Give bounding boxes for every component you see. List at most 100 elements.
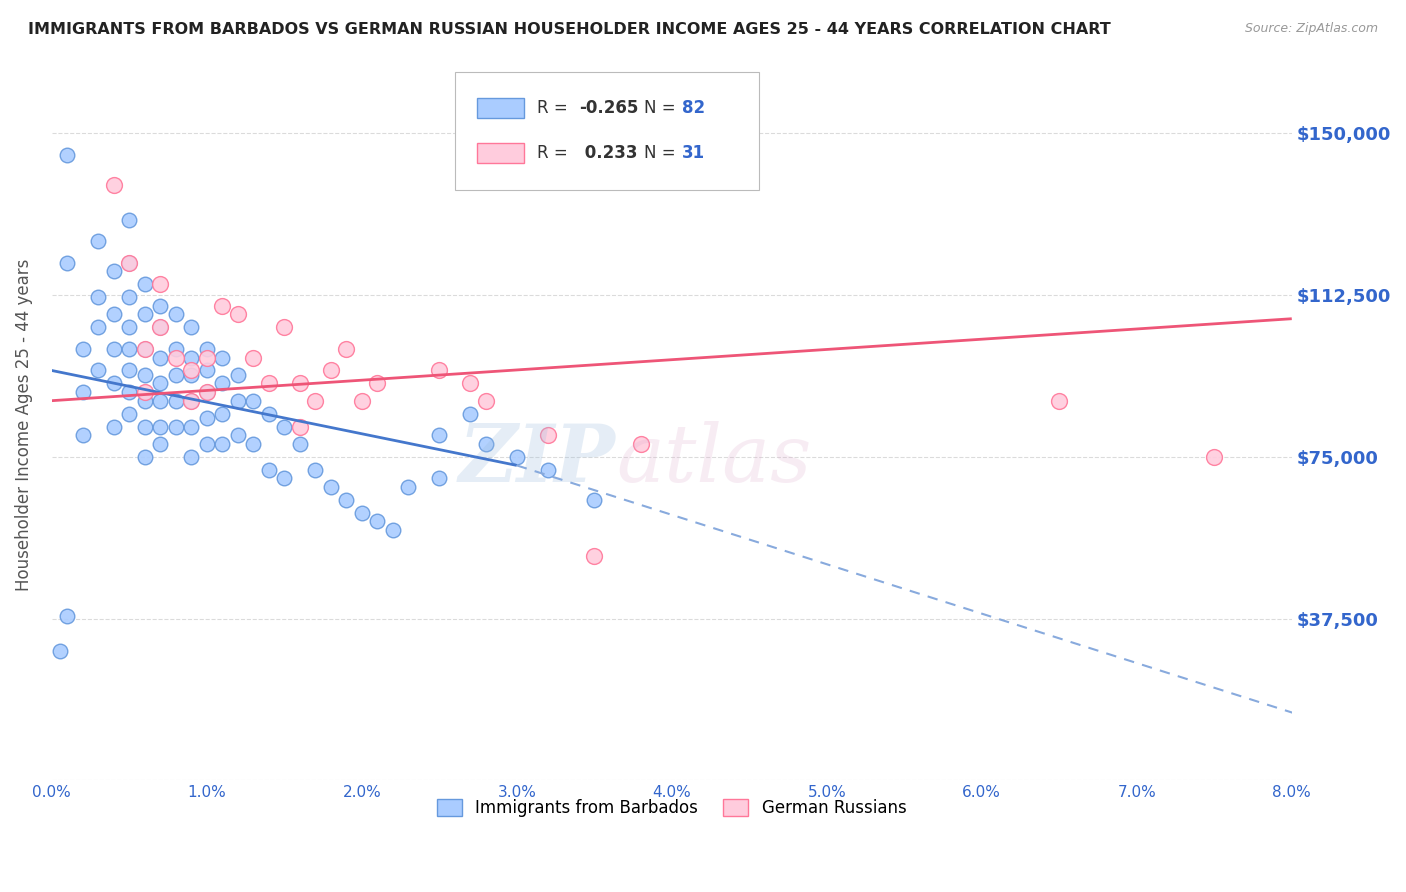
Point — [103, 178, 125, 192]
Point — [134, 393, 156, 408]
Point — [195, 385, 218, 400]
Point — [288, 437, 311, 451]
Point — [87, 234, 110, 248]
Point — [72, 385, 94, 400]
Point — [134, 277, 156, 292]
Point — [134, 450, 156, 464]
Point — [118, 255, 141, 269]
Point — [56, 609, 79, 624]
Point — [211, 299, 233, 313]
Point — [335, 492, 357, 507]
Point — [149, 277, 172, 292]
Text: R =: R = — [537, 145, 572, 162]
Point — [118, 212, 141, 227]
Point — [165, 342, 187, 356]
Point — [273, 320, 295, 334]
Legend: Immigrants from Barbados, German Russians: Immigrants from Barbados, German Russian… — [429, 790, 915, 825]
Point — [180, 351, 202, 365]
Point — [273, 471, 295, 485]
Point — [149, 437, 172, 451]
Point — [583, 492, 606, 507]
Point — [72, 342, 94, 356]
Point — [1204, 450, 1226, 464]
Point — [226, 428, 249, 442]
Point — [118, 342, 141, 356]
Point — [427, 428, 450, 442]
Y-axis label: Householder Income Ages 25 - 44 years: Householder Income Ages 25 - 44 years — [15, 258, 32, 591]
Point — [149, 320, 172, 334]
Point — [180, 320, 202, 334]
Point — [304, 463, 326, 477]
Point — [319, 363, 342, 377]
Point — [103, 264, 125, 278]
Point — [211, 351, 233, 365]
Point — [211, 437, 233, 451]
Point — [537, 463, 560, 477]
Point — [211, 407, 233, 421]
Point — [103, 342, 125, 356]
Point — [350, 506, 373, 520]
Text: 31: 31 — [682, 145, 704, 162]
Point — [134, 307, 156, 321]
Point — [427, 471, 450, 485]
Point — [242, 393, 264, 408]
Point — [211, 376, 233, 391]
Point — [226, 307, 249, 321]
Text: N =: N = — [644, 145, 682, 162]
Point — [149, 376, 172, 391]
Point — [134, 368, 156, 382]
Point — [288, 376, 311, 391]
Point — [134, 385, 156, 400]
FancyBboxPatch shape — [477, 144, 524, 163]
Point — [458, 376, 481, 391]
Text: IMMIGRANTS FROM BARBADOS VS GERMAN RUSSIAN HOUSEHOLDER INCOME AGES 25 - 44 YEARS: IMMIGRANTS FROM BARBADOS VS GERMAN RUSSI… — [28, 22, 1111, 37]
Point — [118, 255, 141, 269]
Point — [180, 419, 202, 434]
Point — [180, 393, 202, 408]
Point — [165, 368, 187, 382]
Point — [506, 450, 529, 464]
Point — [118, 320, 141, 334]
Point — [319, 480, 342, 494]
Point — [474, 393, 496, 408]
Point — [180, 363, 202, 377]
Point — [257, 463, 280, 477]
Point — [118, 385, 141, 400]
Point — [195, 363, 218, 377]
Point — [350, 393, 373, 408]
Text: N =: N = — [644, 99, 682, 118]
Point — [149, 299, 172, 313]
Point — [56, 255, 79, 269]
Point — [103, 419, 125, 434]
Point — [103, 307, 125, 321]
Point — [195, 385, 218, 400]
FancyBboxPatch shape — [454, 72, 759, 189]
Point — [1047, 393, 1070, 408]
Point — [103, 376, 125, 391]
Point — [242, 437, 264, 451]
Point — [180, 393, 202, 408]
Text: R =: R = — [537, 99, 572, 118]
Point — [381, 523, 404, 537]
Point — [366, 515, 388, 529]
Point — [72, 428, 94, 442]
Point — [195, 351, 218, 365]
Point — [195, 342, 218, 356]
Point — [48, 644, 70, 658]
Point — [149, 393, 172, 408]
Point — [165, 419, 187, 434]
Point — [537, 428, 560, 442]
Point — [396, 480, 419, 494]
Point — [180, 450, 202, 464]
Point — [630, 437, 652, 451]
Point — [118, 363, 141, 377]
Point — [87, 320, 110, 334]
Point — [134, 342, 156, 356]
Point — [87, 363, 110, 377]
Text: ZIP: ZIP — [460, 421, 616, 499]
Point — [149, 419, 172, 434]
Point — [304, 393, 326, 408]
Point — [56, 148, 79, 162]
Point — [195, 437, 218, 451]
Point — [165, 393, 187, 408]
